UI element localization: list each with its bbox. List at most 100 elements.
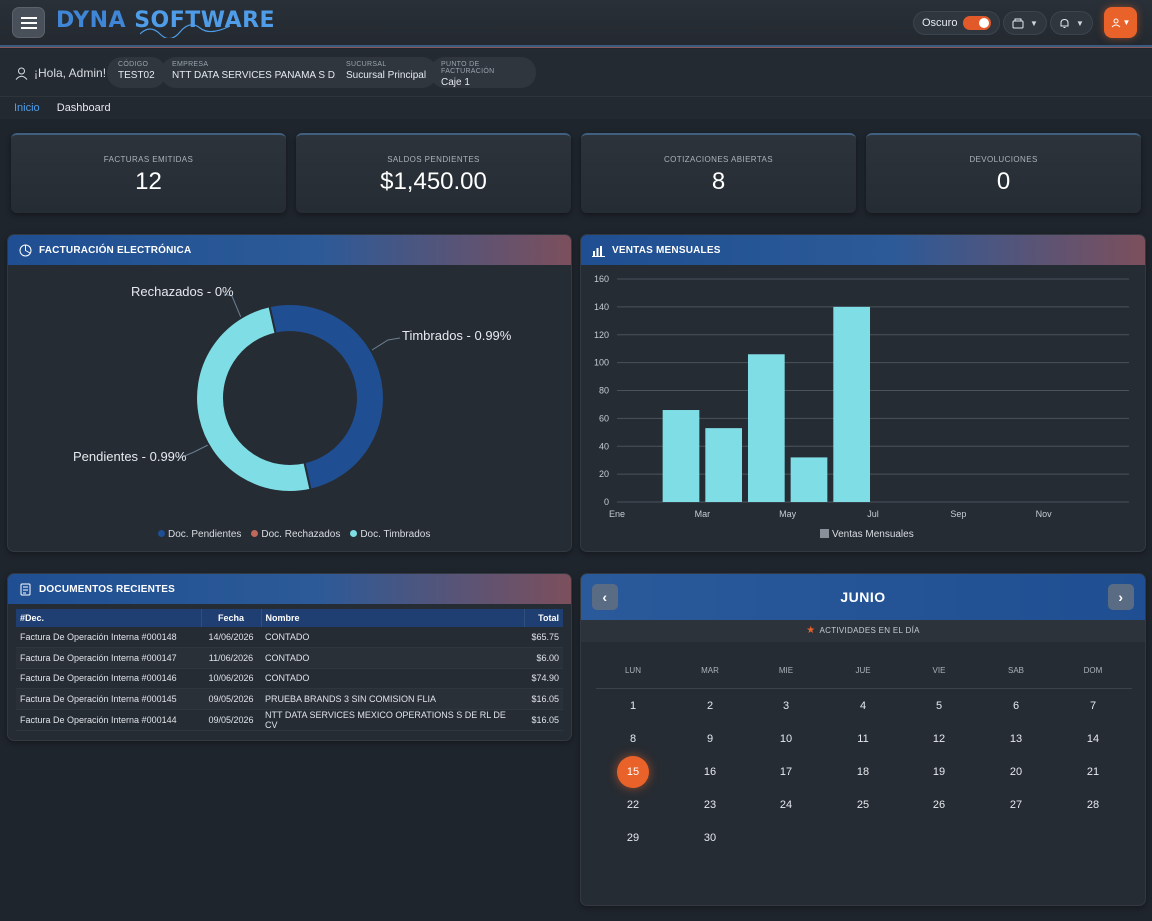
table-row[interactable]: Factura De Operación Interna #000146 10/…: [16, 668, 563, 689]
calendar-day[interactable]: 28: [1086, 799, 1100, 811]
calendar-day[interactable]: 1: [629, 700, 637, 712]
y-tick-label: 140: [594, 302, 609, 312]
bar-mar[interactable]: [705, 428, 743, 502]
bar-may[interactable]: [790, 457, 828, 502]
breadcrumb-home-link[interactable]: Inicio: [14, 102, 40, 114]
calendar-day[interactable]: 11: [857, 733, 869, 745]
column-header-total[interactable]: Total: [524, 609, 563, 627]
calendar-day[interactable]: 13: [1009, 733, 1023, 745]
table-header-row: #Dec. Fecha Nombre Total: [16, 609, 563, 627]
calendar-day[interactable]: 15: [617, 756, 649, 788]
calendar-day[interactable]: 21: [1086, 766, 1100, 778]
notifications-menu[interactable]: ▼: [1050, 11, 1093, 35]
cell-fecha: 14/06/2026: [201, 627, 261, 648]
chevron-right-icon: ›: [1118, 589, 1124, 605]
calendar-day[interactable]: 30: [703, 832, 717, 844]
legend-square-icon: [820, 529, 829, 538]
toggle-switch-icon[interactable]: [963, 16, 992, 30]
calendar-day[interactable]: 29: [626, 832, 640, 844]
cell-nombre: PRUEBA BRANDS 3 SIN COMISION FLIA: [261, 688, 524, 710]
sucursal-chip[interactable]: SUCURSAL Sucursal Principal: [335, 57, 438, 88]
calendar-day[interactable]: 18: [856, 766, 870, 778]
timbrados-leader-line: [371, 337, 401, 351]
billing-donut-chart: Rechazados - 0% Timbrados - 0.99% Pendie…: [73, 284, 512, 493]
calendar-day[interactable]: 14: [1086, 733, 1100, 745]
bar-abr[interactable]: [747, 354, 785, 502]
column-header-fecha[interactable]: Fecha: [201, 609, 262, 627]
table-row[interactable]: Factura De Operación Interna #000147 11/…: [16, 647, 563, 669]
donut-slice-pendientes[interactable]: [268, 303, 385, 491]
menu-button[interactable]: [12, 7, 45, 38]
calendar-day[interactable]: 8: [629, 733, 637, 745]
cell-doc: Factura De Operación Interna #000148: [16, 627, 201, 648]
calendar-day[interactable]: 19: [932, 766, 946, 778]
legend-item-timbrados[interactable]: Doc. Timbrados: [350, 529, 430, 540]
bar-chart-icon: [592, 245, 605, 257]
calendar-day[interactable]: 6: [1012, 700, 1020, 712]
billing-legend: Doc. Pendientes Doc. Rechazados Doc. Tim…: [158, 529, 430, 540]
breadcrumb-bar: [0, 97, 1152, 119]
calendar-day[interactable]: 5: [935, 700, 943, 712]
x-tick-label: Ene: [609, 509, 625, 519]
calendar-day[interactable]: 25: [856, 799, 870, 811]
cell-total: $65.75: [524, 627, 563, 648]
theme-toggle[interactable]: Oscuro: [913, 11, 1001, 35]
calendar-day[interactable]: 16: [703, 766, 717, 778]
pendientes-label: Pendientes - 0.99%: [73, 449, 187, 464]
calendar-day[interactable]: 17: [779, 766, 793, 778]
bar-feb[interactable]: [662, 410, 700, 502]
table-row[interactable]: Factura De Operación Interna #000145 09/…: [16, 688, 563, 710]
punto-facturacion-chip[interactable]: PUNTO DE FACTURACIÓN Caje 1: [430, 57, 536, 88]
column-header-doc[interactable]: #Dec.: [16, 609, 202, 627]
calendar-day[interactable]: 2: [706, 700, 714, 712]
stat-label: COTIZACIONES ABIERTAS: [663, 155, 773, 164]
calendar-day[interactable]: 4: [859, 700, 867, 712]
cell-fecha: 11/06/2026: [201, 647, 261, 669]
calendar-day[interactable]: 26: [932, 799, 946, 811]
timbrados-label: Timbrados - 0.99%: [402, 328, 512, 343]
calendar-day[interactable]: 24: [779, 799, 793, 811]
calendar-prev-button[interactable]: ‹: [592, 584, 618, 610]
calendar-day[interactable]: 27: [1009, 799, 1023, 811]
cell-nombre: CONTADO: [261, 627, 524, 648]
donut-slice-timbrados[interactable]: [195, 305, 312, 493]
calendar-day[interactable]: 23: [703, 799, 717, 811]
user-menu-button[interactable]: ▼: [1104, 7, 1137, 38]
document-icon: [20, 583, 31, 595]
stat-label: SALDOS PENDIENTES: [387, 155, 480, 164]
cash-register-menu[interactable]: ▼: [1003, 11, 1047, 35]
x-tick-label: Sep: [950, 509, 966, 519]
legend-item-rechazados[interactable]: Doc. Rechazados: [251, 529, 340, 540]
calendar-day[interactable]: 9: [706, 733, 714, 745]
table-row[interactable]: Factura De Operación Interna #000144 09/…: [16, 709, 563, 731]
app-logo: DYNA SOFTWARE: [56, 8, 276, 33]
calendar-day[interactable]: 10: [779, 733, 793, 745]
cell-doc: Factura De Operación Interna #000145: [16, 688, 201, 710]
calendar-header: ‹ JUNIO ›: [581, 574, 1145, 620]
rechazados-label: Rechazados - 0%: [131, 284, 234, 299]
bar-jun[interactable]: [833, 306, 871, 502]
documents-table: #Dec. Fecha Nombre Total Factura De Oper…: [16, 609, 563, 731]
legend-item-pendientes[interactable]: Doc. Pendientes: [158, 529, 241, 540]
legend-dot-icon: [251, 530, 259, 537]
register-icon: [1012, 18, 1024, 28]
calendar-day[interactable]: 20: [1009, 766, 1023, 778]
cell-fecha: 09/05/2026: [201, 688, 261, 710]
weekday-mie: MIE: [778, 666, 794, 675]
weekday-lun: LUN: [624, 666, 641, 675]
calendar-day[interactable]: 12: [932, 733, 946, 745]
calendar-day[interactable]: 22: [626, 799, 640, 811]
sales-legend[interactable]: Ventas Mensuales: [820, 529, 914, 540]
calendar-day[interactable]: 7: [1089, 700, 1097, 712]
stat-value: 0: [996, 168, 1011, 195]
table-row[interactable]: Factura De Operación Interna #000148 14/…: [16, 627, 563, 648]
chart-pie-icon: [19, 244, 32, 256]
hamburger-icon: [20, 16, 37, 29]
cell-nombre: CONTADO: [261, 647, 524, 669]
calendar-day[interactable]: 3: [782, 700, 790, 712]
column-header-nombre[interactable]: Nombre: [261, 609, 525, 627]
stat-value: $1,450.00: [380, 168, 487, 195]
calendar-next-button[interactable]: ›: [1108, 584, 1134, 610]
chevron-down-icon: ▼: [1030, 18, 1038, 28]
breadcrumb-current: Dashboard: [56, 102, 111, 114]
